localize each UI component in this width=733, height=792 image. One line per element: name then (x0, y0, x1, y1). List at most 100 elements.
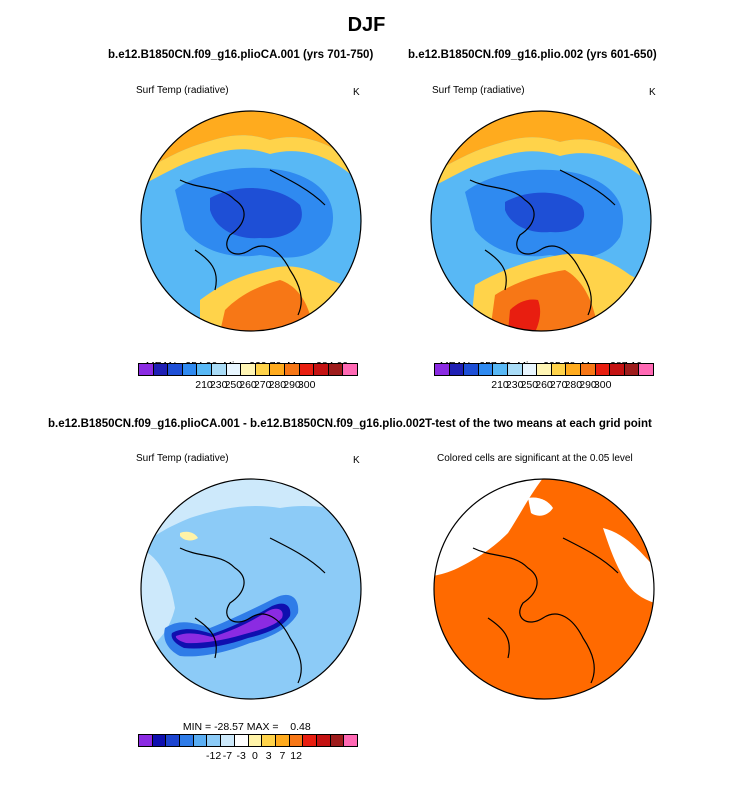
panel2-atlantic-hot (508, 299, 541, 331)
panel3-light-north (141, 479, 361, 548)
colorbar-swatch (493, 364, 508, 375)
panel2-subtitle: Surf Temp (radiative) (432, 85, 525, 96)
colorbar-tick-label: 290 (579, 379, 597, 391)
colorbar-swatch (152, 735, 167, 746)
colorbar-tick-label: 300 (593, 379, 612, 391)
colorbar-swatch (639, 364, 653, 375)
colorbar-swatch (193, 735, 208, 746)
panel3-min: -28.57 (214, 721, 244, 733)
colorbar-tick-label: 260 (239, 379, 257, 391)
panel1-warm-north-edge (141, 135, 361, 186)
colorbar-tick-label: 250 (224, 379, 243, 391)
colorbar-swatch (566, 364, 581, 375)
colorbar-tick-label: 0 (251, 750, 258, 762)
panel1-units: K (353, 87, 360, 98)
panel3-max-label: MAX = (243, 721, 291, 733)
colorbar-swatch (270, 364, 285, 375)
panel1-colorbar-labels: 210 230 250 260 270 280 290 300 (138, 379, 358, 393)
colorbar-swatch (328, 364, 344, 375)
colorbar-swatch (464, 364, 479, 375)
panel2-title: b.e12.B1850CN.f09_g16.plio.002 (yrs 601-… (408, 49, 657, 61)
colorbar-swatch (316, 735, 331, 746)
colorbar-tick-label: 230 (209, 379, 228, 391)
colorbar-tick-label: 270 (549, 379, 568, 391)
panel3-max: 0.48 (290, 721, 311, 733)
colorbar-swatch (166, 735, 181, 746)
colorbar-swatch (255, 364, 271, 375)
colorbar-swatch (330, 735, 345, 746)
panel4-coastline (472, 537, 619, 684)
panel3-warm-patch (180, 531, 198, 541)
colorbar-swatch (211, 364, 227, 375)
colorbar-swatch (139, 364, 154, 375)
panel1-coldest (210, 188, 302, 239)
colorbar-tick-label: -12 (206, 750, 222, 762)
panel3-cooling-max (175, 608, 283, 644)
colorbar-swatch (139, 735, 153, 746)
panel3-title: b.e12.B1850CN.f09_g16.plioCA.001 - b.e12… (48, 418, 426, 430)
colorbar-swatch (168, 364, 183, 375)
panel3-stats: MIN = -28.57 MAX = 0.48 (177, 709, 311, 733)
colorbar-swatch (234, 735, 249, 746)
panel1-polar-map (140, 110, 362, 332)
colorbar-swatch (624, 364, 640, 375)
colorbar-swatch (537, 364, 552, 375)
colorbar-swatch (289, 735, 304, 746)
colorbar-swatch (153, 364, 169, 375)
colorbar-tick-label: 7 (279, 750, 286, 762)
colorbar-swatch (221, 735, 235, 746)
colorbar-swatch (507, 364, 523, 375)
colorbar-swatch (449, 364, 465, 375)
colorbar-swatch (478, 364, 494, 375)
colorbar-swatch (248, 735, 263, 746)
panel2-colorbar (434, 363, 654, 376)
colorbar-tick-label: 210 (491, 379, 509, 391)
panel3-colorbar (138, 734, 358, 747)
colorbar-tick-label: 260 (535, 379, 553, 391)
panel2-coldest (505, 192, 585, 233)
panel2-warm-north-edge (431, 137, 651, 188)
panel4-subtitle: Colored cells are significant at the 0.0… (437, 453, 633, 464)
colorbar-swatch (207, 735, 222, 746)
panel4-nonsig-northeast (603, 528, 654, 603)
panel2-polar-map (430, 110, 652, 332)
colorbar-swatch (226, 364, 242, 375)
colorbar-swatch (197, 364, 212, 375)
colorbar-swatch (275, 735, 290, 746)
colorbar-tick-label: 230 (505, 379, 524, 391)
panel3-min-label: MIN = (182, 721, 215, 733)
colorbar-tick-label: 250 (520, 379, 539, 391)
colorbar-tick-label: 280 (564, 379, 583, 391)
colorbar-swatch (595, 364, 611, 375)
panel3-light-west (141, 548, 175, 653)
colorbar-tick-label: 3 (265, 750, 272, 762)
colorbar-swatch (344, 735, 357, 746)
panel1-colorbar (138, 363, 358, 376)
colorbar-swatch (551, 364, 567, 375)
colorbar-tick-label: 12 (290, 750, 302, 762)
colorbar-swatch (580, 364, 596, 375)
colorbar-tick-label: -7 (222, 750, 233, 762)
panel4-nonsig-patch (528, 497, 553, 516)
panel3-subtitle: Surf Temp (radiative) (136, 453, 229, 464)
colorbar-tick-label: 270 (253, 379, 272, 391)
colorbar-swatch (522, 364, 538, 375)
colorbar-swatch (610, 364, 625, 375)
panel3-colorbar-labels: -12 -7 -3 0 3 7 12 (138, 750, 358, 764)
panel2-units: K (649, 87, 656, 98)
panel2-coastline (469, 169, 616, 316)
panel1-title: b.e12.B1850CN.f09_g16.plioCA.001 (yrs 70… (108, 49, 374, 61)
panel3-units: K (353, 455, 360, 466)
panel2-colorbar-labels: 210 230 250 260 270 280 290 300 (434, 379, 654, 393)
colorbar-tick-label: 290 (283, 379, 301, 391)
colorbar-swatch (303, 735, 317, 746)
panel3-polar-map (140, 478, 362, 700)
colorbar-tick-label: 300 (297, 379, 316, 391)
panel1-subtitle: Surf Temp (radiative) (136, 85, 229, 96)
colorbar-swatch (314, 364, 329, 375)
colorbar-swatch (435, 364, 450, 375)
panel1-coastline (179, 169, 326, 316)
colorbar-swatch (284, 364, 300, 375)
colorbar-swatch (241, 364, 256, 375)
panel4-polar-map (433, 478, 655, 700)
